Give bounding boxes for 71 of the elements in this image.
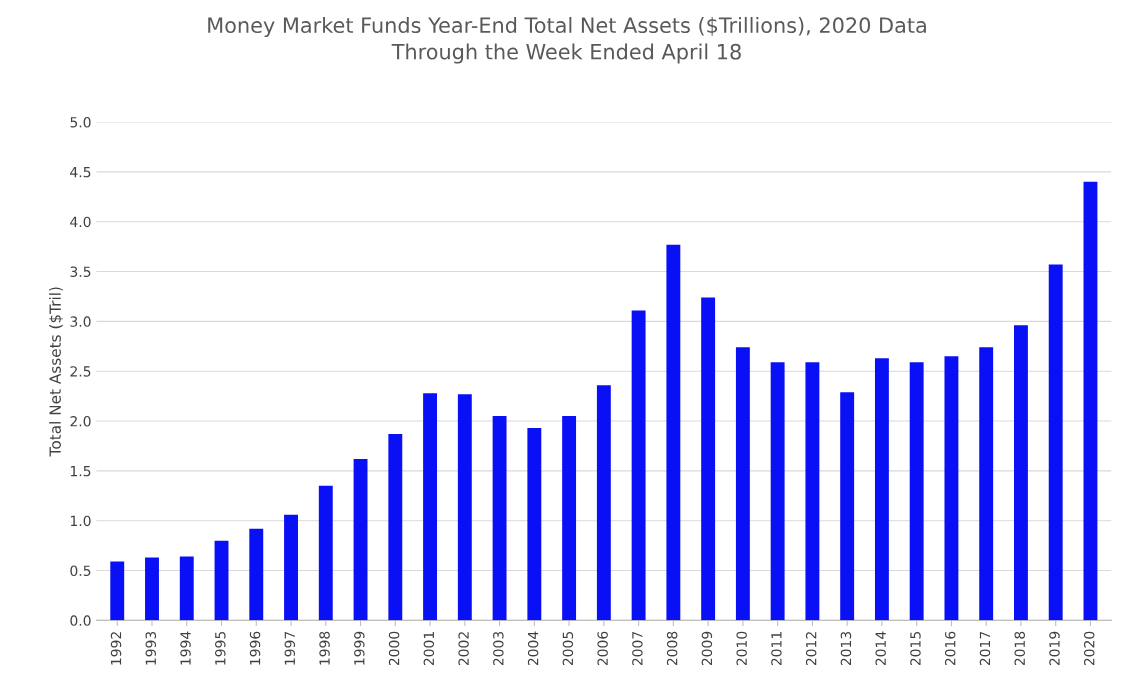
x-tick-label: 2009 [701,631,713,666]
y-tick-label: 0.0 [70,615,91,626]
y-tick-label: 4.5 [70,167,91,178]
bar [701,297,716,621]
chart-title: Money Market Funds Year-End Total Net Assets ($Trillions), 2020 Data Through the Week Ended April 18 [208,16,926,64]
x-tick-label: 2018 [1014,631,1025,666]
bar [770,362,785,621]
x-tick-label: 1998 [319,631,330,665]
y-tick-label: 1.5 [70,466,91,477]
bar [179,556,194,621]
bar [909,362,924,621]
bar [631,310,646,621]
x-tick-label: 2007 [632,631,643,666]
y-tick-label: 1.0 [70,515,91,527]
bar [388,433,403,621]
y-tick-label: 4.0 [70,216,91,228]
x-tick-label: 2017 [979,631,991,666]
y-tick-label: 2.0 [70,416,91,427]
x-tick-label: 1993 [145,631,157,665]
bar [249,528,264,621]
x-tick-label: 2019 [1049,631,1060,666]
x-tick-label: 1992 [110,632,122,665]
x-tick-label: 2016 [944,631,956,666]
bar [318,485,333,621]
bar [457,394,472,621]
bar [1083,181,1098,621]
x-tick-label: 2006 [597,631,608,666]
x-tick-label: 2014 [875,631,886,666]
x-tick-label: 2001 [423,632,435,666]
x-tick-label: 2011 [771,632,782,666]
bar [492,416,507,621]
y-tick-label: 5.0 [70,117,91,128]
x-tick-label: 2010 [736,631,747,666]
x-tick-label: 1999 [354,631,365,665]
x-tick-label: 2002 [458,632,469,666]
bar [214,540,229,621]
x-tick-label: 2015 [910,632,921,666]
bar [979,347,994,621]
y-axis-title: Total Net Assets ($Tril) [49,287,63,457]
x-tick-label: 2005 [562,632,574,666]
x-tick-label: 2004 [527,631,539,666]
x-tick-label: 1996 [249,631,261,665]
x-tick-label: 2020 [1083,631,1095,666]
bar [596,385,611,621]
x-tick-label: 1994 [180,631,191,665]
x-tick-label: 1997 [284,631,296,665]
y-tick-label: 0.5 [70,565,91,577]
x-tick-label: 2000 [388,631,400,666]
y-tick-label: 3.5 [70,266,91,278]
bar [805,362,820,621]
bar [1048,264,1063,621]
x-tick-label: 1995 [215,632,226,665]
bar [944,356,959,621]
y-tick-label: 3.0 [70,316,91,327]
x-tick-label: 2013 [840,631,852,666]
bar [353,458,368,621]
bar [874,358,889,621]
bar [840,392,855,621]
bar [527,428,542,621]
bar [666,244,681,621]
x-tick-label: 2003 [493,631,504,666]
bar [145,557,159,621]
x-tick-label: 2008 [666,631,678,666]
bar [735,347,750,621]
bar [110,561,125,621]
x-tick-label: 2012 [805,632,817,666]
bar [562,416,577,621]
y-tick-label: 2.5 [70,366,91,377]
bar [423,393,438,621]
bar [1014,325,1028,621]
bar [284,514,298,621]
